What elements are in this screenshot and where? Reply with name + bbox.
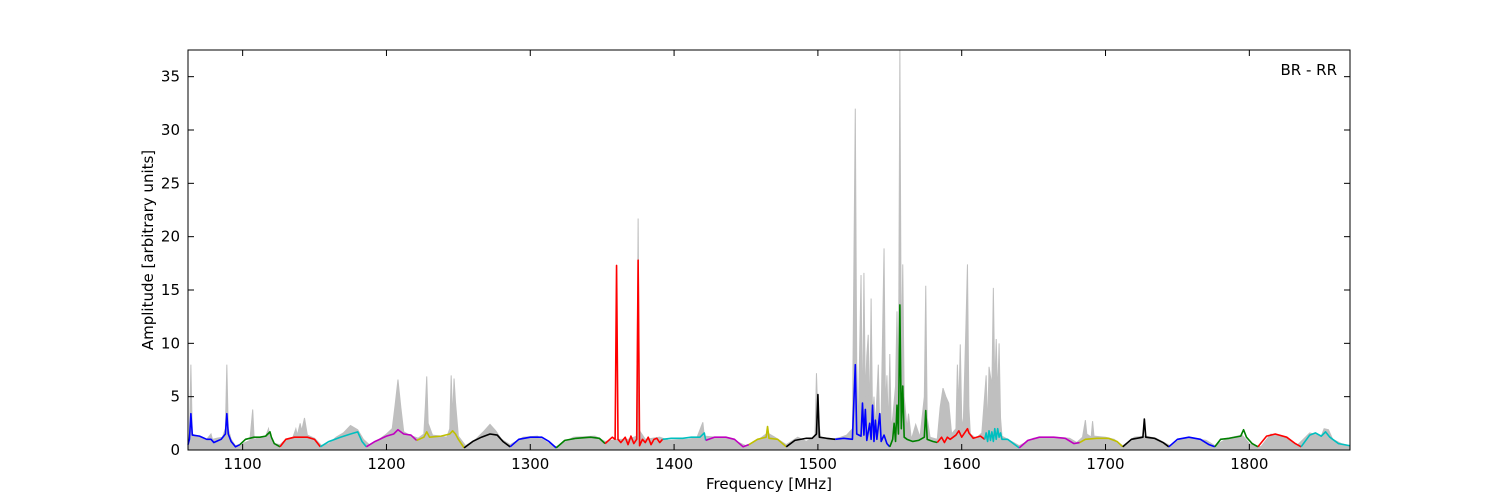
series-line-17 (936, 427, 986, 444)
series-line-25 (1300, 431, 1351, 448)
series-line-1 (187, 412, 241, 448)
y-tick-label: 0 (170, 441, 180, 459)
series-line-15 (835, 363, 891, 448)
series-line-13 (748, 425, 787, 448)
series-line-20 (1079, 437, 1124, 448)
series-line-16 (889, 304, 938, 448)
series-line-6 (416, 429, 465, 449)
y-tick-label: 20 (161, 228, 180, 246)
series-line-8 (509, 436, 557, 449)
series-line-2 (239, 431, 281, 448)
series-line-11 (662, 432, 707, 441)
series-line-10 (604, 259, 664, 447)
x-tick-label: 1500 (799, 455, 837, 473)
axis-ticks: 1100 1200 1300 1400 1500 1600 1700 1800 0 5 10 15 20… (161, 50, 1350, 473)
plot-area (187, 49, 1351, 451)
y-tick-label: 15 (161, 281, 180, 299)
y-tick-label: 5 (170, 388, 180, 406)
x-tick-label: 1700 (1086, 455, 1124, 473)
series-line-18 (983, 427, 1020, 449)
series-line-21 (1122, 418, 1170, 448)
y-tick-label: 10 (161, 334, 180, 352)
y-tick-label: 25 (161, 174, 180, 192)
chart-annotation: BR - RR (1280, 61, 1337, 79)
series-line-5 (365, 428, 418, 448)
y-axis-label: Amplitude [arbitrary units] (139, 150, 157, 350)
series-line-19 (1018, 436, 1080, 449)
series-line-22 (1168, 436, 1216, 448)
x-axis-label: Frequency [MHz] (706, 475, 832, 493)
x-tick-label: 1400 (655, 455, 693, 473)
series-line-9 (555, 436, 606, 449)
series-line-24 (1257, 433, 1302, 448)
x-tick-label: 1600 (943, 455, 981, 473)
x-tick-label: 1100 (224, 455, 262, 473)
series-line-12 (705, 436, 750, 448)
x-tick-label: 1300 (511, 455, 549, 473)
series-line-3 (279, 436, 321, 448)
series-line-14 (785, 393, 836, 448)
series-line-4 (319, 431, 367, 448)
x-tick-label: 1200 (367, 455, 405, 473)
y-tick-label: 35 (161, 68, 180, 86)
y-tick-label: 30 (161, 121, 180, 139)
x-tick-label: 1800 (1230, 455, 1268, 473)
series-line-7 (463, 433, 511, 449)
series-line-23 (1214, 428, 1259, 448)
plot-frame (187, 49, 1351, 451)
